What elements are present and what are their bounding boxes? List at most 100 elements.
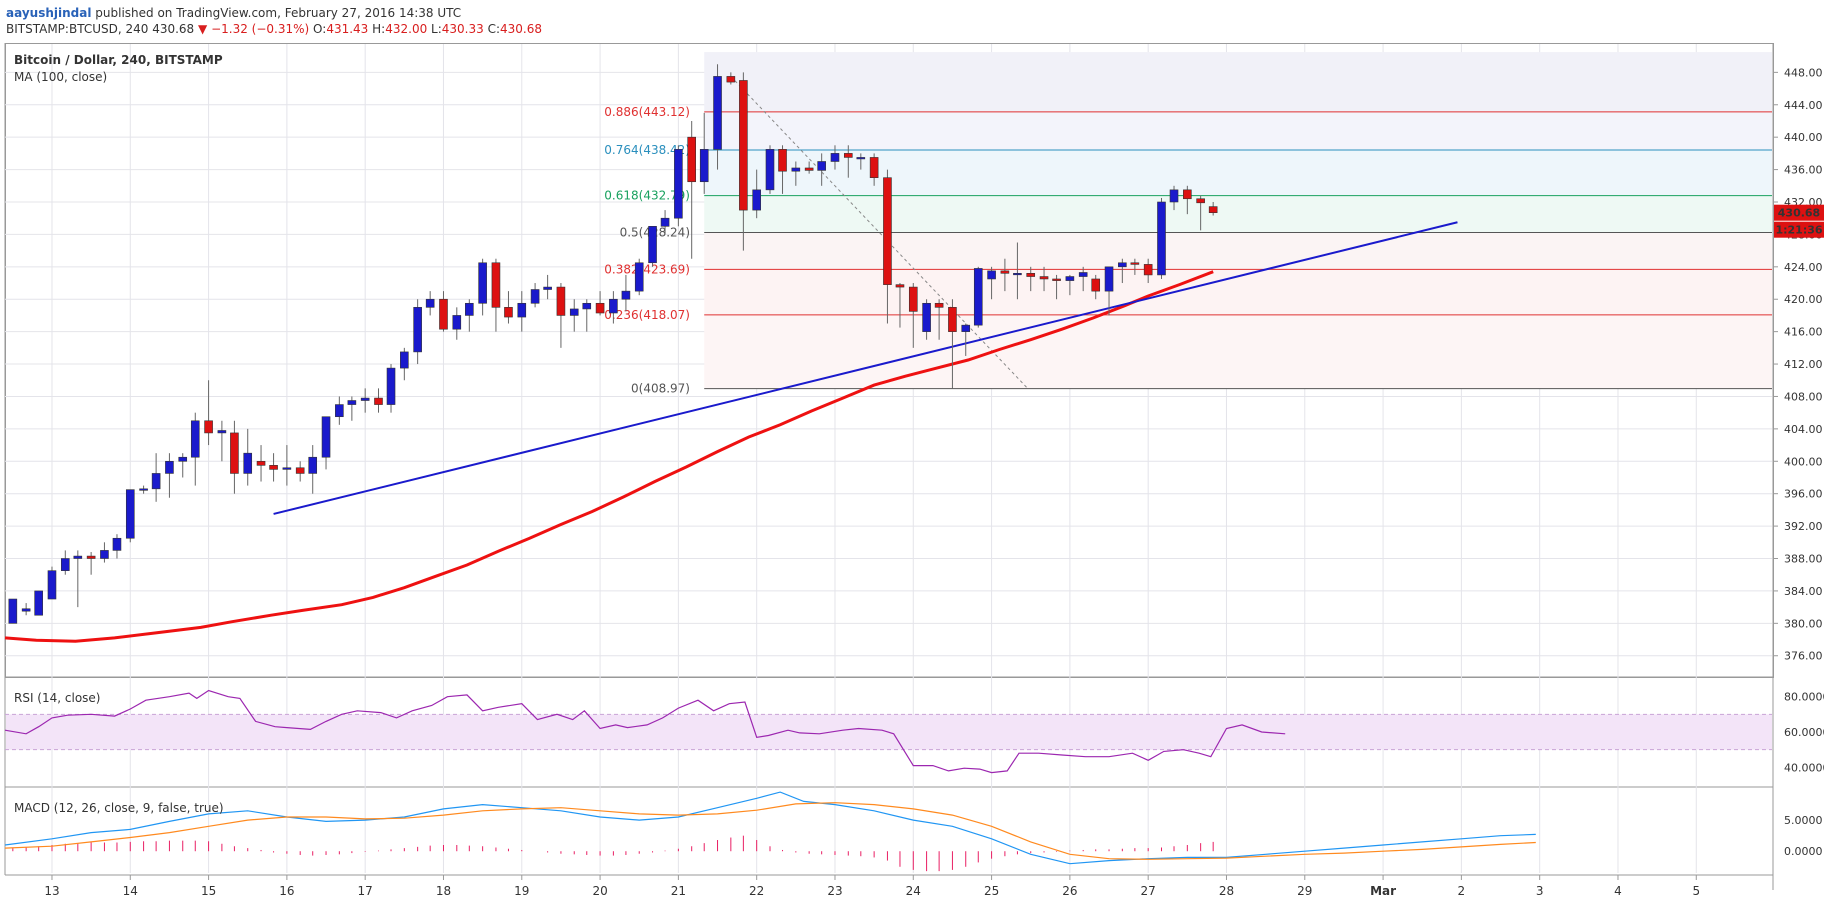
candle-body: [1026, 273, 1036, 277]
candle: [1183, 185, 1192, 215]
candle-body: [256, 460, 266, 466]
ohlc-high-label: H:: [372, 22, 386, 36]
candle: [400, 347, 409, 381]
candle: [660, 210, 670, 235]
candle-body: [1104, 266, 1114, 292]
moving-average-layer: [4, 270, 1214, 643]
candle-body: [439, 298, 448, 330]
candle-body: [295, 467, 305, 474]
candle-body: [1013, 273, 1022, 276]
x-tick-label: 24: [906, 884, 921, 898]
candle: [856, 153, 866, 170]
candle-body: [100, 550, 109, 559]
candle-body: [595, 302, 605, 314]
x-tick-label: 20: [592, 884, 607, 898]
candle-body: [908, 286, 918, 312]
candle: [112, 534, 122, 559]
candle: [1118, 258, 1127, 284]
candle-body: [1052, 278, 1061, 281]
price-badges: 430.68 1:21:36: [1774, 204, 1824, 238]
candle-body: [660, 217, 670, 227]
candle-body: [817, 161, 826, 171]
candle: [530, 283, 540, 308]
candle: [1143, 258, 1153, 284]
candle: [609, 291, 618, 324]
candle-body: [648, 226, 657, 264]
rsi-tick-label: 80.0000: [1784, 691, 1824, 704]
y-tick-label: 424.00: [1784, 261, 1823, 274]
candle-body: [230, 432, 239, 474]
candle-body: [726, 76, 736, 83]
last-price-badge-bg: [1774, 204, 1824, 221]
candle-body: [948, 307, 957, 332]
countdown-badge-text: 1:21:36: [1775, 224, 1822, 237]
fib-band: [704, 314, 1772, 389]
candle: [308, 445, 318, 494]
ohlc-close: 430.68: [500, 22, 543, 36]
candle: [726, 72, 736, 85]
fib-band: [704, 111, 1772, 150]
y-tick-label: 444.00: [1784, 99, 1823, 112]
candle: [439, 291, 448, 332]
macd-panel: 0.0000 5.0000: [4, 791, 1823, 872]
candle-body: [282, 467, 292, 470]
candle-body: [1091, 278, 1101, 292]
candle: [21, 603, 31, 616]
candle: [86, 552, 96, 575]
y-tick-label: 448.00: [1784, 66, 1823, 79]
x-tick-label: 13: [44, 884, 59, 898]
candle: [713, 64, 722, 170]
candle-body: [269, 465, 278, 470]
candle-body: [86, 555, 96, 559]
candle-body: [556, 286, 566, 316]
rsi-tick-label: 60.0000: [1784, 726, 1824, 739]
fib-level-label: 0.886(443.12): [604, 105, 690, 119]
candle-body: [478, 262, 487, 304]
candle-body: [465, 302, 474, 316]
candle-body: [60, 558, 70, 571]
y-tick-label: 388.00: [1784, 553, 1823, 566]
candle-body: [987, 270, 996, 280]
candle-body: [73, 555, 83, 559]
indicator-label: MA (100, close): [14, 70, 107, 84]
candle-body: [34, 590, 43, 616]
candle: [934, 299, 944, 340]
author-link[interactable]: aayushjindal: [6, 6, 92, 20]
ohlc-open: 431.43: [326, 22, 369, 36]
candle: [230, 420, 239, 494]
candle: [413, 299, 422, 365]
candle: [282, 445, 292, 486]
candle: [386, 364, 396, 413]
candle: [582, 299, 592, 332]
candle-body: [1183, 189, 1192, 200]
candle: [204, 380, 213, 446]
candle-body: [1078, 272, 1088, 277]
candle-body: [687, 136, 696, 183]
candle: [895, 283, 905, 328]
candle-body: [869, 157, 879, 178]
candle-body: [386, 367, 396, 405]
candle: [569, 299, 579, 332]
candle: [948, 299, 957, 389]
candle: [452, 307, 462, 340]
candle: [295, 461, 305, 482]
ohlc-high: 432.00: [385, 22, 428, 36]
y-tick-label: 404.00: [1784, 423, 1823, 436]
candle: [1013, 242, 1022, 300]
x-tick-label: 5: [1692, 884, 1700, 898]
candle: [1208, 202, 1218, 216]
candle: [752, 169, 761, 219]
y-tick-label: 420.00: [1784, 293, 1823, 306]
candle-body: [699, 149, 709, 183]
candle-body: [713, 76, 722, 150]
candles: [8, 64, 1218, 624]
candle: [1078, 266, 1088, 292]
candle: [543, 274, 552, 300]
candle-body: [609, 298, 618, 314]
candle-body: [1143, 264, 1153, 276]
chart-title: Bitcoin / Dollar, 240, BITSTAMP: [14, 53, 223, 67]
candle: [347, 396, 357, 421]
x-tick-label: 29: [1297, 884, 1312, 898]
candle-body: [1157, 201, 1166, 276]
